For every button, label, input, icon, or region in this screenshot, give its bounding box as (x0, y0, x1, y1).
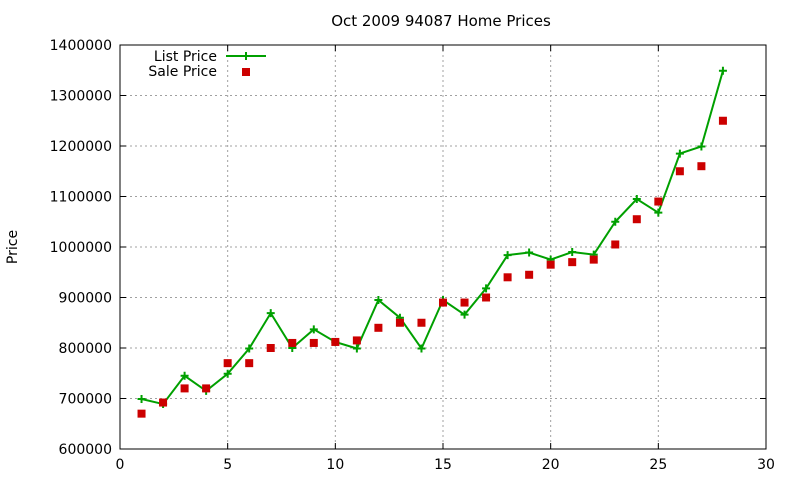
x-tick-label: 10 (326, 457, 344, 473)
sale-price-point (266, 344, 275, 352)
list-price-point (525, 248, 534, 257)
sale-price-point (439, 298, 447, 307)
sale-price-point (159, 398, 168, 407)
grid-layer (120, 45, 766, 449)
sale-price-point (223, 359, 232, 368)
x-tick-label: 25 (649, 457, 667, 473)
chart-title: Oct 2009 94087 Home Prices (331, 12, 551, 30)
x-tick-label: 5 (223, 457, 232, 473)
list-price-line (141, 70, 724, 406)
list-price-point (697, 142, 706, 151)
list-price-point (374, 296, 383, 305)
sale-price-point (589, 255, 598, 264)
axis-layer: 0 5 10 15 20 25 30 600000 700000 800000 900000 1000… (50, 38, 775, 473)
legend-list-price-label: List Price (154, 49, 217, 65)
list-price-point (675, 149, 684, 158)
sale-price-point (482, 293, 491, 302)
y-tick-label: 900000 (59, 291, 112, 307)
list-price-point (611, 217, 620, 226)
list-price-point (180, 371, 189, 380)
x-tick-label: 20 (542, 457, 560, 473)
x-tick-label: 15 (434, 457, 452, 473)
sale-price-point (331, 337, 340, 346)
y-tick-label: 1400000 (50, 38, 112, 54)
sale-price-point (395, 318, 404, 327)
series-layer (137, 66, 727, 418)
legend-list-price-marker (242, 52, 250, 60)
sale-price-point (417, 318, 426, 327)
legend-sale-price-label: Sale Price (148, 64, 217, 80)
sale-price-point (632, 215, 641, 224)
sale-price-point (202, 384, 211, 393)
sale-price-point (137, 409, 146, 418)
sale-price-point (503, 273, 512, 282)
sale-price-point (611, 240, 620, 249)
legend-sale-price-marker (242, 68, 250, 76)
sale-price-point (675, 167, 684, 176)
y-axis-label: Price (5, 230, 21, 264)
list-price-point (632, 195, 641, 204)
list-price-point (223, 369, 232, 378)
sale-price-point (718, 116, 727, 125)
sale-price-point (352, 336, 361, 345)
plot-frame (119, 44, 767, 450)
list-price-point (503, 251, 512, 260)
y-tick-label: 1300000 (50, 89, 112, 105)
list-price-point (266, 309, 275, 318)
sale-price-point (697, 162, 706, 171)
y-tick-label: 800000 (59, 341, 112, 357)
legend: List Price Sale Price (148, 49, 266, 80)
sale-price-point (180, 384, 189, 393)
sale-price-point (525, 270, 534, 279)
sale-price-point (288, 338, 297, 347)
y-tick-label: 700000 (59, 392, 112, 408)
sale-price-point (374, 323, 383, 332)
sale-price-point (654, 197, 663, 206)
list-price-point (309, 325, 318, 334)
list-price-point (654, 208, 663, 217)
list-price-point (718, 66, 727, 75)
sale-price-point (245, 359, 254, 368)
x-tick-label: 30 (757, 457, 775, 473)
sale-price-point (546, 260, 555, 269)
y-tick-label: 1000000 (50, 240, 112, 256)
list-price-point (417, 344, 426, 353)
list-price-point (568, 248, 577, 257)
sale-price-point (309, 338, 318, 347)
sale-price-point (460, 298, 469, 307)
list-price-point (352, 344, 361, 353)
x-tick-label: 0 (116, 457, 125, 473)
list-price-point (245, 344, 254, 353)
list-price-point (482, 284, 491, 293)
list-price-point (460, 310, 469, 319)
sale-price-point (568, 258, 577, 267)
y-tick-label: 1200000 (50, 139, 112, 155)
y-tick-label: 600000 (59, 442, 112, 458)
list-price-point (137, 395, 146, 404)
y-tick-label: 1100000 (50, 190, 112, 206)
